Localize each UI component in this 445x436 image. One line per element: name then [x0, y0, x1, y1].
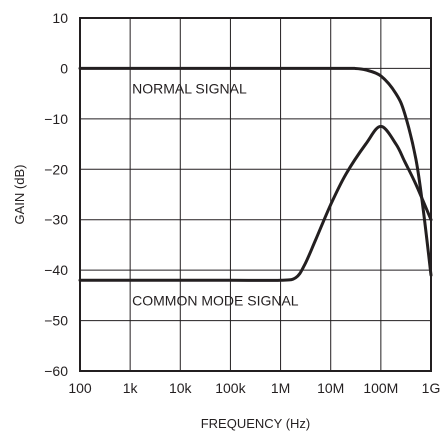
y-tick-label: 0 [60, 60, 68, 76]
annotations: NORMAL SIGNAL COMMON MODE SIGNAL [132, 81, 299, 309]
x-axis-label: FREQUENCY (Hz) [201, 416, 311, 431]
normal-signal-line [78, 66, 433, 277]
y-tick-label: 10 [52, 10, 68, 26]
y-axis-label: GAIN (dB) [12, 165, 27, 225]
y-tick-label: −60 [44, 363, 68, 379]
common-mode-signal-line [78, 124, 433, 282]
plot-frame [79, 17, 432, 372]
y-tick-label: −40 [44, 262, 68, 278]
x-tick-labels: 100 1k 10k 100k 1M 10M 100M 1G [68, 380, 440, 396]
x-tick-label: 1G [422, 380, 441, 396]
y-tick-labels: 10 0 −10 −20 −30 −40 −50 −60 [44, 10, 68, 379]
common-mode-signal-label: COMMON MODE SIGNAL [132, 292, 299, 308]
y-tick-label: −50 [44, 313, 68, 329]
normal-signal-label: NORMAL SIGNAL [132, 81, 247, 97]
x-tick-label: 100M [363, 380, 398, 396]
x-tick-label: 1k [123, 380, 139, 396]
x-tick-label: 100 [68, 380, 92, 396]
series-group [78, 66, 433, 282]
x-tick-label: 10k [169, 380, 193, 396]
x-tick-label: 10M [317, 380, 344, 396]
y-tick-label: −30 [44, 212, 68, 228]
y-tick-label: −10 [44, 111, 68, 127]
x-tick-label: 1M [271, 380, 290, 396]
x-tick-label: 100k [215, 380, 246, 396]
grid [79, 17, 432, 372]
y-tick-label: −20 [44, 161, 68, 177]
